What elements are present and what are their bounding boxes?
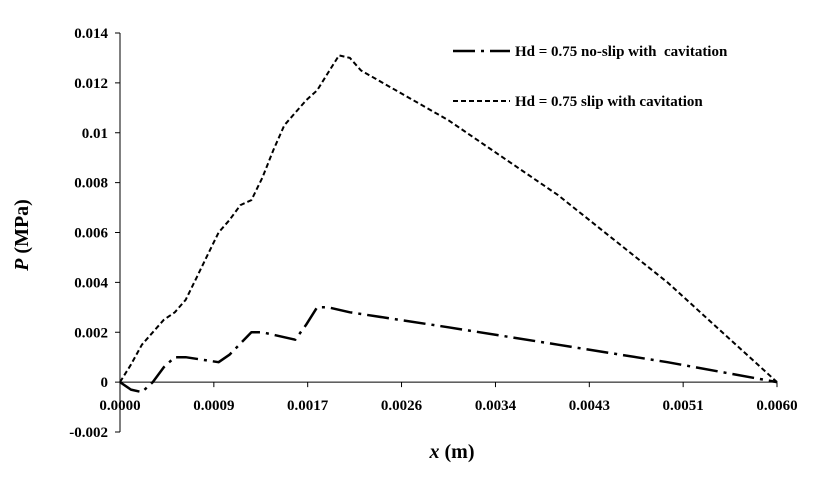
legend-label-slip: Hd = 0.75 slip with cavitation — [515, 94, 703, 110]
series-line-slip — [119, 54, 778, 383]
x-tick-label: 0.0017 — [287, 398, 329, 414]
x-tick-label: 0.0060 — [756, 398, 797, 414]
legend-label-no-slip: Hd = 0.75 no-slip with cavitation — [515, 44, 728, 60]
y-tick-label: 0.006 — [74, 226, 108, 242]
y-tick-label: 0.01 — [82, 126, 108, 142]
series-line-no-slip — [119, 306, 778, 394]
x-tick-label: 0.0000 — [99, 398, 140, 414]
y-axis-title: P (MPa) — [11, 199, 33, 272]
legend: Hd = 0.75 no-slip with cavitation Hd = 0… — [453, 44, 728, 110]
y-axis-title-unit: (MPa) — [11, 199, 33, 258]
y-tick-label: 0.008 — [74, 176, 108, 192]
x-tick-label: 0.0043 — [569, 398, 610, 414]
y-tick-label: 0.012 — [74, 76, 108, 92]
x-tick-label: 0.0009 — [193, 398, 234, 414]
x-axis-title-var: x — [429, 441, 440, 463]
y-tick-label: -0.002 — [69, 425, 108, 441]
y-tick-label: 0.002 — [74, 325, 108, 341]
x-axis-title: x (m) — [429, 441, 475, 463]
y-tick-label: 0.004 — [74, 275, 108, 291]
x-tick-label: 0.0051 — [663, 398, 704, 414]
x-axis-title-unit: (m) — [440, 441, 475, 463]
x-tick-label: 0.0034 — [475, 398, 517, 414]
x-tick-label: 0.0026 — [381, 398, 423, 414]
y-tick-label: 0 — [101, 375, 109, 391]
y-tick-label: 0.014 — [74, 26, 108, 42]
y-axis-title-var: P — [11, 258, 33, 272]
